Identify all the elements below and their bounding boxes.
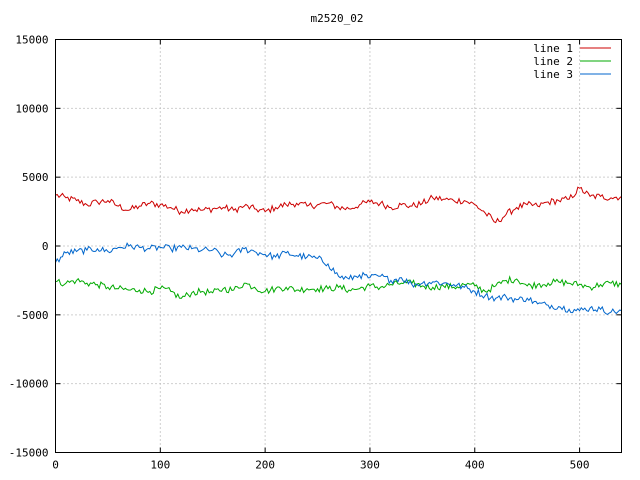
series-line-3 xyxy=(55,242,622,315)
x-tick-label: 100 xyxy=(150,459,170,472)
y-tick-label: 5000 xyxy=(22,171,49,184)
x-tick-label: 400 xyxy=(465,459,485,472)
legend-label: line 3 xyxy=(533,68,573,81)
x-tick-label: 300 xyxy=(360,459,380,472)
chart-title: m2520_02 xyxy=(311,12,364,25)
y-tick-label: -5000 xyxy=(15,309,48,322)
legend-label: line 1 xyxy=(533,42,573,55)
y-tick-label: 15000 xyxy=(15,34,48,47)
grid xyxy=(55,39,622,453)
y-tick-label: 0 xyxy=(42,240,49,253)
y-tick-label: -10000 xyxy=(9,378,49,391)
y-tick-label: 10000 xyxy=(15,102,48,115)
x-tick-label: 200 xyxy=(255,459,275,472)
series-line-1 xyxy=(55,186,622,224)
series-group xyxy=(55,186,622,315)
x-tick-label: 0 xyxy=(52,459,59,472)
series-line-2 xyxy=(55,275,622,299)
y-tick-label: -15000 xyxy=(9,447,49,460)
x-tick-label: 500 xyxy=(570,459,590,472)
legend-label: line 2 xyxy=(533,55,573,68)
axes: 0 100 200 300 400 500 15000 10000 5000 0 -5000 -100… xyxy=(9,34,622,472)
